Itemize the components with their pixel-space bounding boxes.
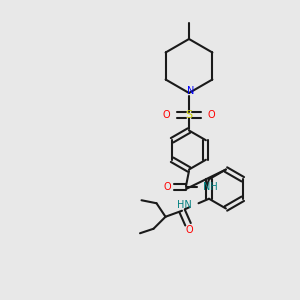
Text: HN: HN <box>177 200 192 210</box>
Text: NH: NH <box>203 182 218 193</box>
Text: S: S <box>185 110 193 121</box>
Text: N: N <box>188 86 195 97</box>
Text: O: O <box>164 182 171 193</box>
Text: O: O <box>208 110 215 121</box>
Text: O: O <box>163 110 170 121</box>
Text: O: O <box>186 225 193 235</box>
